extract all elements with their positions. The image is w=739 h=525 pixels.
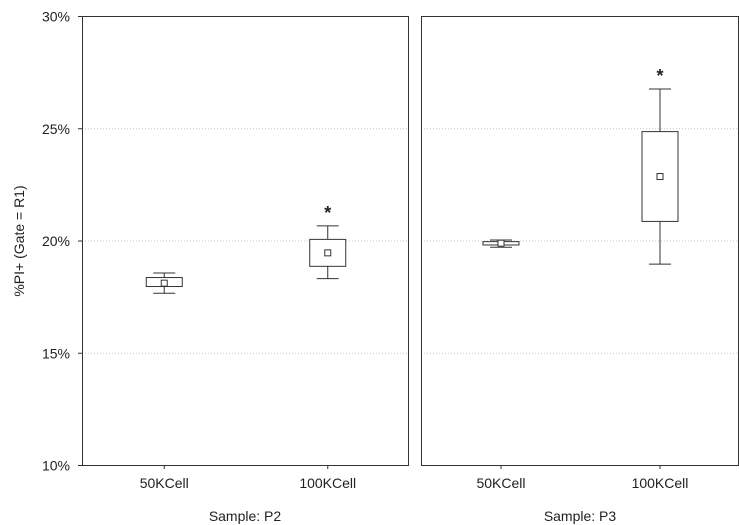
panel-p3-x-tick-label: 100KCell bbox=[632, 475, 689, 491]
y-tick-label: 25% bbox=[42, 121, 70, 137]
panel-p2-center-marker bbox=[160, 279, 168, 287]
panel-p2-box bbox=[309, 238, 347, 267]
y-tick-label: 15% bbox=[42, 345, 70, 361]
panel-p3-center-marker bbox=[656, 173, 664, 181]
panel-p2-x-axis-label: Sample: P2 bbox=[209, 508, 282, 524]
panel-p3-center-marker bbox=[497, 239, 505, 247]
panel-p2-x-tick-label: 50KCell bbox=[140, 475, 189, 491]
panel-p3-x-tick-label: 50KCell bbox=[476, 475, 525, 491]
panel-p3-significance-marker: * bbox=[656, 66, 663, 86]
y-tick-label: 20% bbox=[42, 233, 70, 249]
y-axis-label: %PI+ (Gate = R1) bbox=[11, 185, 27, 296]
panel-p3-x-axis-label: Sample: P3 bbox=[544, 508, 617, 524]
panel-p2-center-marker bbox=[324, 249, 332, 257]
panel-p2-x-tick-label: 100KCell bbox=[299, 475, 356, 491]
panel-p2-significance-marker: * bbox=[324, 203, 331, 223]
y-tick-label: 10% bbox=[42, 458, 70, 474]
panel-p2-frame bbox=[82, 16, 409, 466]
y-tick-label: 30% bbox=[42, 9, 70, 25]
panel-p3-box bbox=[641, 131, 679, 222]
